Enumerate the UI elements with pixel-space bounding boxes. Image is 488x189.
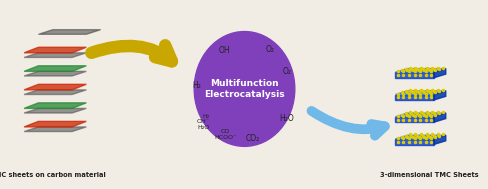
Polygon shape <box>395 135 445 139</box>
Ellipse shape <box>194 32 294 146</box>
Text: H₂O: H₂O <box>278 114 293 123</box>
Text: H₂: H₂ <box>192 81 201 90</box>
Polygon shape <box>395 94 433 100</box>
Polygon shape <box>24 66 86 71</box>
Polygon shape <box>395 117 433 122</box>
Polygon shape <box>24 71 86 76</box>
Polygon shape <box>433 113 445 122</box>
Polygon shape <box>395 69 445 72</box>
Polygon shape <box>24 121 86 127</box>
Polygon shape <box>24 127 86 132</box>
Polygon shape <box>39 30 101 34</box>
Polygon shape <box>395 91 445 94</box>
Polygon shape <box>433 91 445 100</box>
Text: 3-dimensional TMC Sheets: 3-dimensional TMC Sheets <box>379 172 477 178</box>
Polygon shape <box>433 135 445 145</box>
Text: CO
HCOO⁻: CO HCOO⁻ <box>214 129 236 139</box>
Polygon shape <box>24 103 86 108</box>
Polygon shape <box>24 84 86 90</box>
Polygon shape <box>395 139 433 145</box>
Polygon shape <box>395 72 433 78</box>
Polygon shape <box>24 108 86 113</box>
Text: O₂: O₂ <box>264 45 274 53</box>
Polygon shape <box>24 47 86 53</box>
Polygon shape <box>24 53 86 57</box>
Text: H₂
OH⁻
H₂O: H₂ OH⁻ H₂O <box>197 114 209 130</box>
Text: TMC sheets on carbon material: TMC sheets on carbon material <box>0 172 106 178</box>
Text: O₂: O₂ <box>282 67 291 76</box>
Text: Multifunction
Electrocatalysis: Multifunction Electrocatalysis <box>204 79 284 99</box>
Text: CO₂: CO₂ <box>245 134 260 143</box>
Polygon shape <box>433 69 445 78</box>
Polygon shape <box>395 113 445 117</box>
Polygon shape <box>24 90 86 94</box>
Text: OH: OH <box>219 46 230 55</box>
